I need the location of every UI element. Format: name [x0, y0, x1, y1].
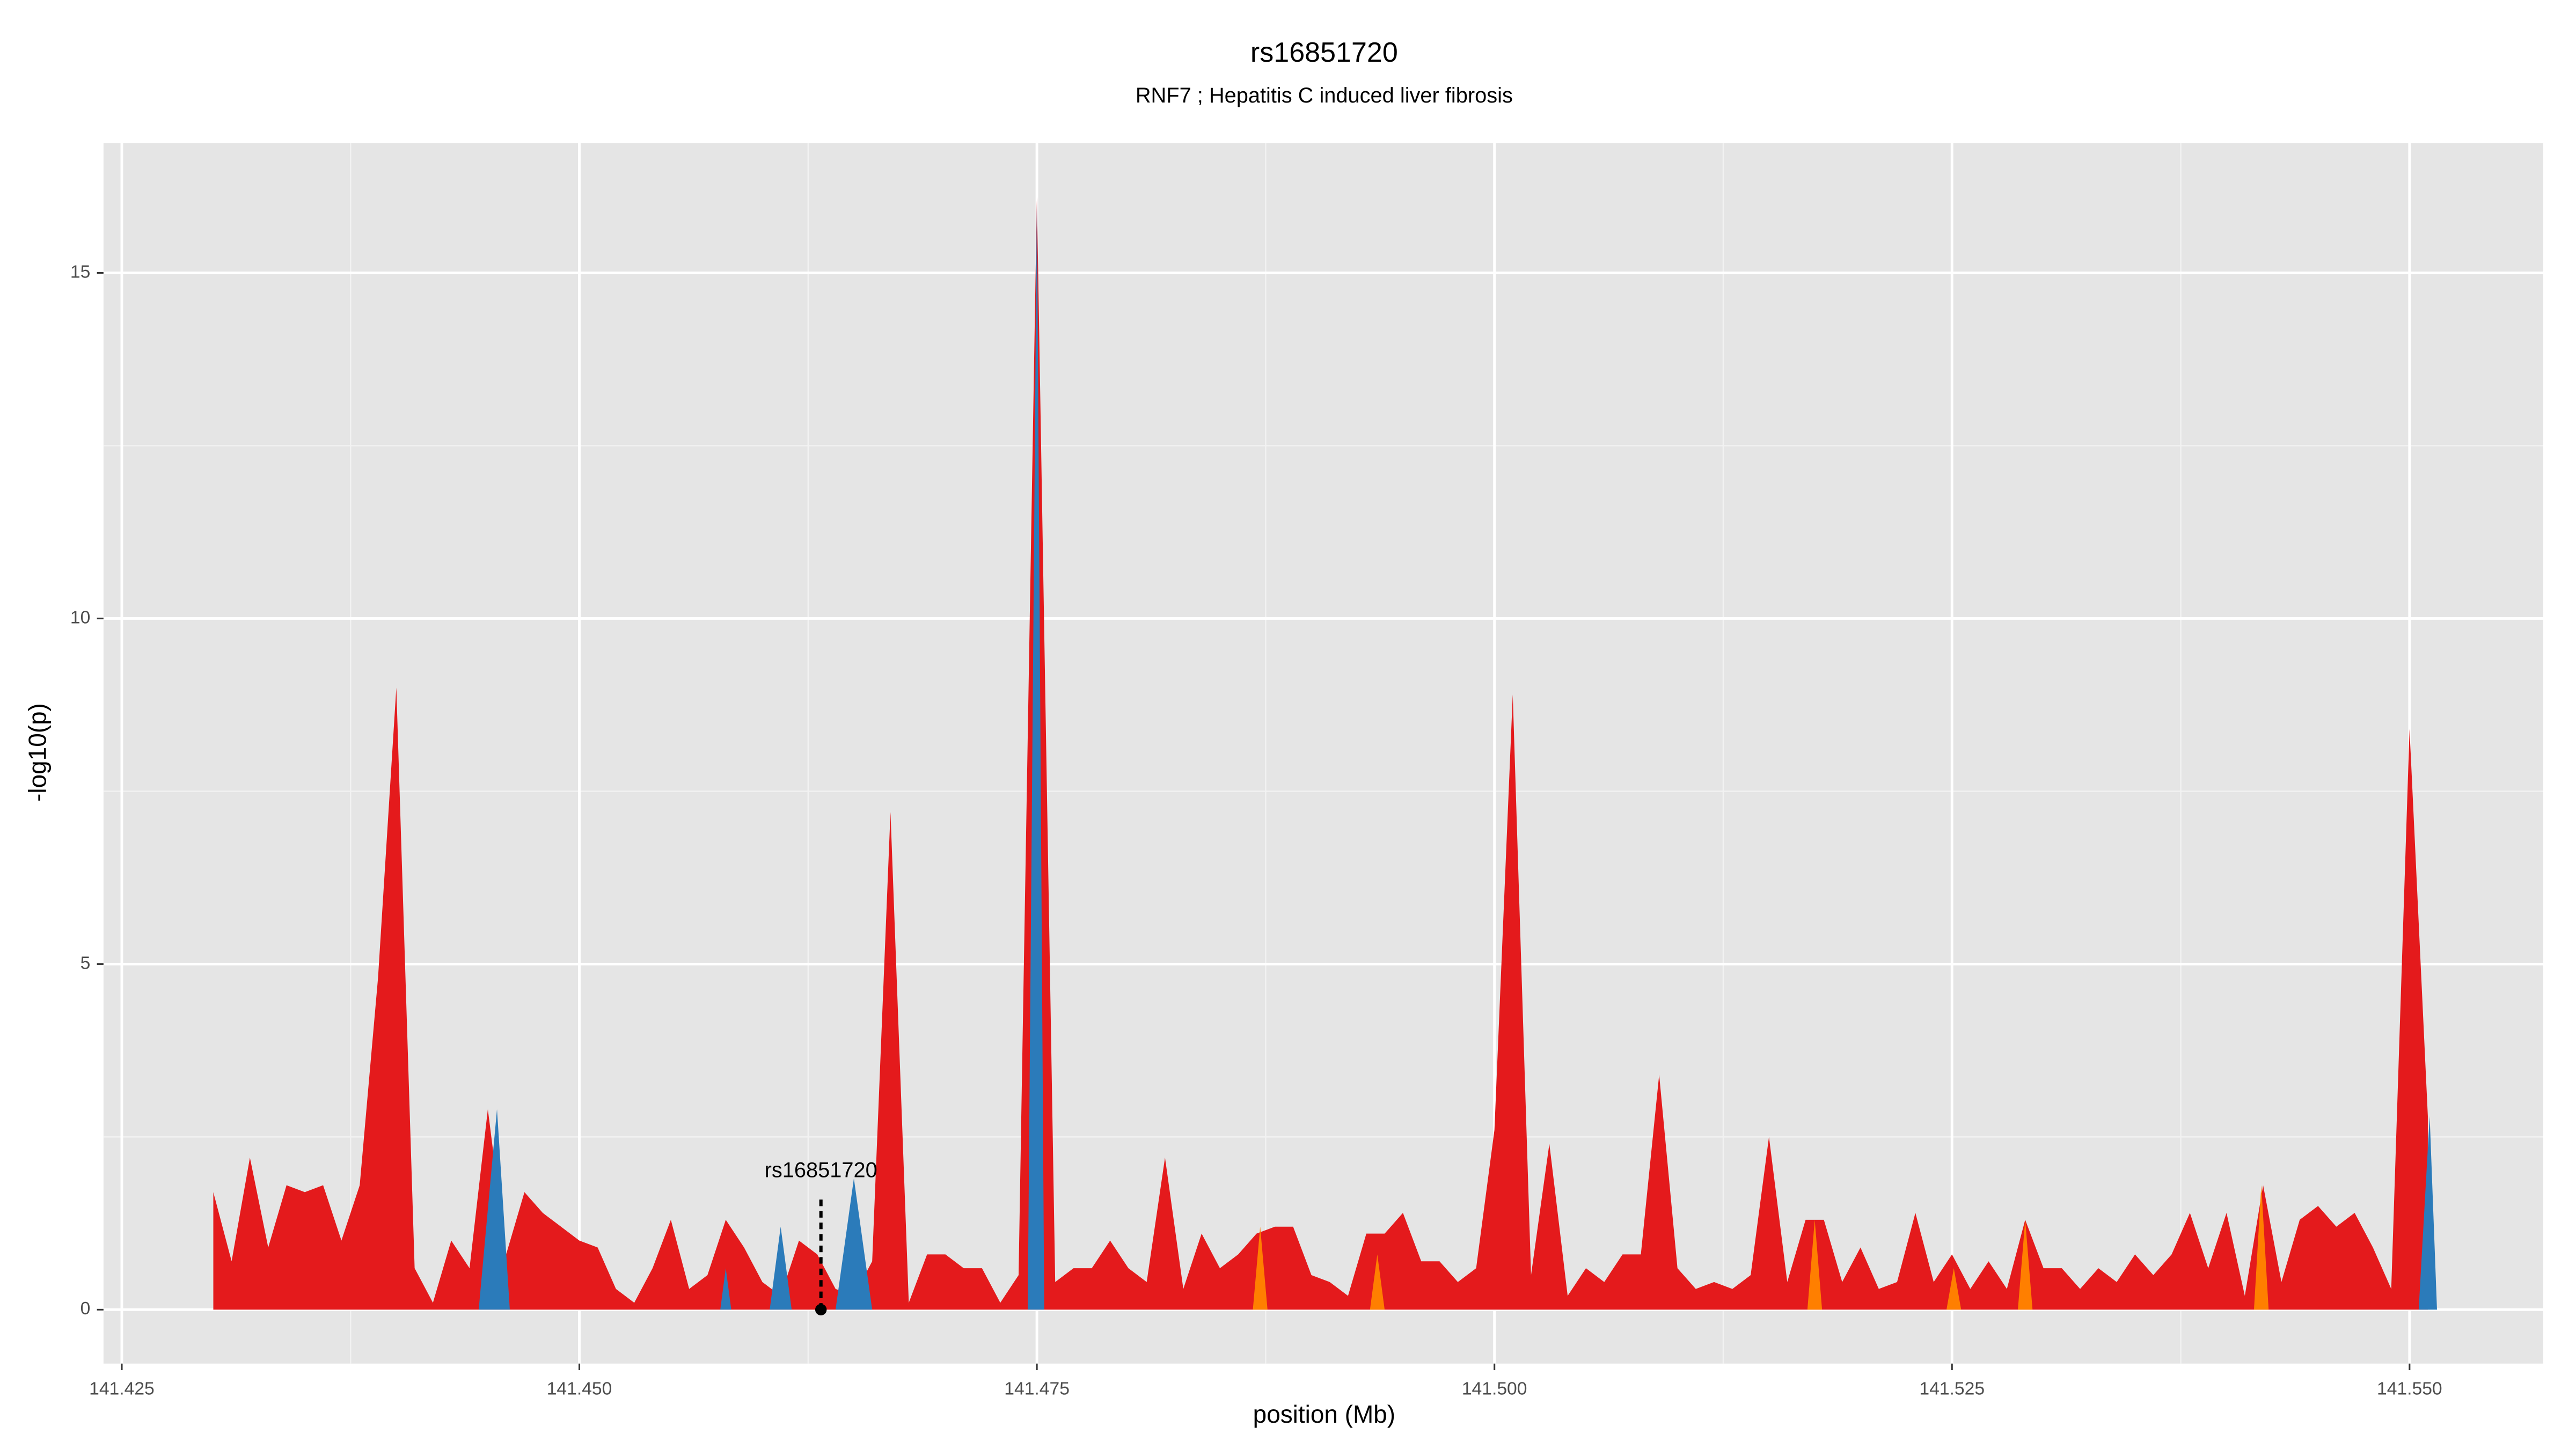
x-tick-label: 141.525	[1919, 1379, 1985, 1399]
area	[1028, 196, 1044, 1310]
area	[835, 1178, 873, 1310]
area	[720, 1268, 731, 1310]
area	[770, 1226, 792, 1310]
x-axis-title: position (Mb)	[1253, 1400, 1395, 1428]
plot-panel	[103, 143, 2543, 1364]
y-tick-label: 10	[70, 608, 90, 627]
x-tick-label: 141.450	[547, 1379, 612, 1399]
area	[2418, 1116, 2437, 1310]
x-tick-label: 141.500	[1462, 1379, 1527, 1399]
chart-subtitle: RNF7 ; Hepatitis C induced liver fibrosi…	[1136, 84, 1513, 107]
area	[1253, 1226, 1268, 1310]
annotation-point	[815, 1304, 827, 1316]
x-tick-label: 141.550	[2377, 1379, 2442, 1399]
chart-title: rs16851720	[1250, 37, 1398, 68]
area	[1807, 1219, 1823, 1310]
x-tick-label: 141.425	[89, 1379, 155, 1399]
y-axis-title: -log10(p)	[24, 703, 52, 802]
area	[2253, 1185, 2269, 1310]
marks: rs16851720	[213, 196, 2437, 1316]
x-tick-label: 141.475	[1004, 1379, 1070, 1399]
area	[1370, 1254, 1385, 1310]
y-tick-label: 5	[80, 953, 91, 973]
y-tick-label: 0	[80, 1299, 91, 1319]
y-tick-label: 15	[70, 262, 90, 282]
area	[2018, 1219, 2033, 1310]
axes: 141.425 141.450 141.475 141.500 141.525 141.5…	[70, 262, 2442, 1399]
area	[478, 1109, 510, 1310]
area	[1946, 1268, 1962, 1310]
annotation-label: rs16851720	[765, 1159, 877, 1182]
